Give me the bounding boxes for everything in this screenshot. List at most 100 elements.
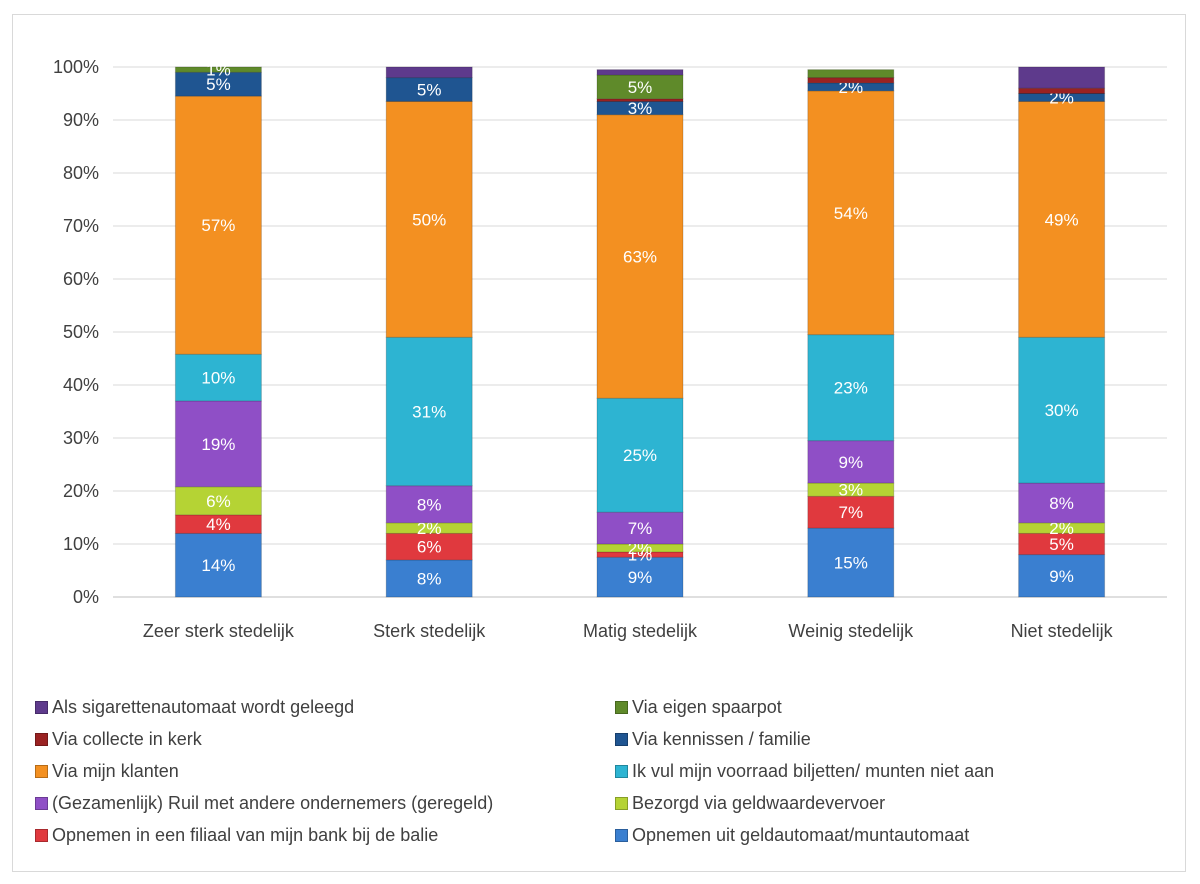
legend-item: Als sigarettenautomaat wordt geleegd (35, 697, 354, 718)
bar-segment (596, 511, 684, 545)
bar-segment (385, 66, 473, 79)
data-label: 8% (417, 569, 442, 588)
category-label: Sterk stedelijk (373, 621, 486, 641)
bar-segment (596, 556, 684, 598)
legend-swatch (35, 797, 48, 810)
bar-segment (174, 532, 262, 598)
bar-segment (1018, 87, 1106, 94)
data-label: 4% (206, 515, 231, 534)
bar-segment (1018, 532, 1106, 556)
legend-swatch (615, 701, 628, 714)
bar-segment (174, 95, 262, 355)
bar-segment (807, 69, 895, 79)
y-tick-label: 20% (63, 481, 99, 501)
y-tick-label: 100% (53, 57, 99, 77)
y-tick-label: 10% (63, 534, 99, 554)
legend-label: (Gezamenlijk) Ruil met andere ondernemer… (52, 793, 494, 813)
data-label: 8% (417, 495, 442, 514)
legend-swatch (615, 797, 628, 810)
data-label: 23% (834, 379, 868, 398)
bar-segment (174, 66, 262, 73)
bar-segment (807, 440, 895, 484)
bar-segment (1018, 100, 1106, 338)
data-label: 5% (206, 75, 231, 94)
data-label: 50% (412, 210, 446, 229)
data-label: 8% (1049, 494, 1074, 513)
bar-segment (385, 336, 473, 487)
data-label: 1% (206, 61, 231, 80)
legend-item: Bezorgd via geldwaardevervoer (615, 793, 885, 814)
bar-segment (385, 100, 473, 338)
bar-segment (596, 69, 684, 76)
y-tick-label: 40% (63, 375, 99, 395)
y-tick-label: 0% (73, 587, 99, 607)
y-tick-label: 70% (63, 216, 99, 236)
data-label: 9% (1049, 567, 1074, 586)
legend-label: Opnemen in een filiaal van mijn bank bij… (52, 825, 439, 845)
legend-item: Ik vul mijn voorraad biljetten/ munten n… (615, 761, 994, 782)
stacked-bar-chart: 0% 10% 20% 30% 40% 50% 60% 70% 80% 90% 100% 14% 4% 6%… (53, 57, 1167, 641)
data-label: 57% (201, 216, 235, 235)
data-label: 14% (201, 556, 235, 575)
y-tick-label: 80% (63, 163, 99, 183)
data-label: 7% (628, 519, 653, 538)
data-label: 2% (417, 519, 442, 538)
data-label: 19% (201, 435, 235, 454)
category-label: Zeer sterk stedelijk (143, 621, 295, 641)
category-label: Niet stedelijk (1011, 621, 1114, 641)
legend-item: Via mijn klanten (35, 761, 179, 782)
legend-label: Via collecte in kerk (52, 729, 202, 749)
bar-segment (807, 527, 895, 598)
category-label: Weinig stedelijk (788, 621, 914, 641)
bar-segment (596, 397, 684, 513)
bar-segment (1018, 66, 1106, 89)
bar-segment (1018, 554, 1106, 598)
data-label: 3% (628, 99, 653, 118)
bar-segment (385, 532, 473, 561)
data-label: 5% (417, 81, 442, 100)
data-label: 31% (412, 403, 446, 422)
legend-swatch (35, 765, 48, 778)
y-tick-label: 90% (63, 110, 99, 130)
bar-segment (596, 114, 684, 399)
data-label: 30% (1045, 401, 1079, 420)
y-tick-label: 60% (63, 269, 99, 289)
data-label: 15% (834, 554, 868, 573)
data-label: 25% (623, 446, 657, 465)
legend-item: Via eigen spaarpot (615, 697, 782, 718)
bar-segment (385, 485, 473, 524)
data-label: 6% (206, 492, 231, 511)
legend-item: Opnemen uit geldautomaat/muntautomaat (615, 825, 969, 846)
category-label: Matig stedelijk (583, 621, 698, 641)
legend-label: Opnemen uit geldautomaat/muntautomaat (632, 825, 970, 845)
legend-swatch (35, 733, 48, 746)
data-label: 9% (839, 453, 864, 472)
data-label: 3% (839, 481, 864, 500)
legend-item: Via kennissen / familie (615, 729, 811, 750)
legend-swatch (615, 829, 628, 842)
legend-swatch (615, 733, 628, 746)
data-label: 6% (417, 538, 442, 557)
legend-label: Ik vul mijn voorraad biljetten/ munten n… (632, 761, 995, 781)
data-label: 7% (839, 503, 864, 522)
data-label: 5% (628, 78, 653, 97)
legend-label: Bezorgd via geldwaardevervoer (632, 793, 886, 813)
legend-swatch (35, 701, 48, 714)
legend-swatch (615, 765, 628, 778)
legend-swatch (35, 829, 48, 842)
bar-segment (174, 353, 262, 402)
bar-segment (1018, 336, 1106, 484)
y-tick-label: 30% (63, 428, 99, 448)
data-label: 5% (1049, 535, 1074, 554)
legend-item: (Gezamenlijk) Ruil met andere ondernemer… (35, 793, 493, 814)
data-label: 54% (834, 204, 868, 223)
bar-segment (1018, 482, 1106, 524)
data-label: 49% (1045, 210, 1079, 229)
bar-segment (807, 495, 895, 529)
data-label: 63% (623, 247, 657, 266)
chart-frame: 0% 10% 20% 30% 40% 50% 60% 70% 80% 90% 100% 14% 4% 6%… (12, 14, 1186, 872)
legend-label: Via kennissen / familie (632, 729, 811, 749)
bar-segment (174, 486, 262, 516)
legend-item: Opnemen in een filiaal van mijn bank bij… (35, 825, 438, 846)
data-label: 2% (1049, 519, 1074, 538)
